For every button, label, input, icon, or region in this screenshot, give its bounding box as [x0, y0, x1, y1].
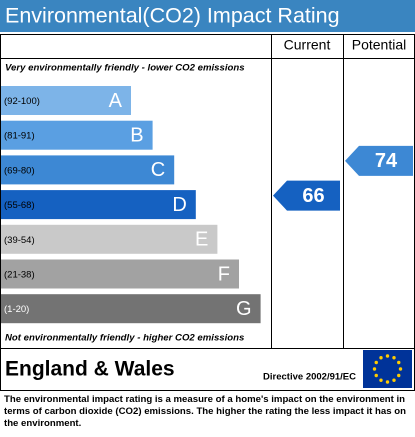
eu-star — [397, 373, 401, 378]
current-arrow — [273, 180, 340, 211]
band-letter: C — [151, 159, 165, 181]
eu-star — [379, 356, 383, 360]
potential-arrow — [345, 145, 413, 176]
band-range: (69-80) — [4, 165, 35, 176]
band-letter: B — [130, 124, 143, 146]
eu-star — [385, 380, 390, 384]
band-range: (81-91) — [4, 131, 35, 142]
band — [1, 224, 218, 254]
band — [1, 259, 239, 289]
potential-value: 74 — [375, 150, 398, 172]
band — [1, 120, 153, 150]
current-header: Current — [284, 37, 331, 53]
eu-star — [392, 356, 396, 360]
band-letter: G — [236, 298, 252, 320]
band-range: (21-38) — [4, 270, 35, 281]
eu-star — [379, 378, 383, 382]
bottom-note: Not environmentally friendly - higher CO… — [5, 333, 244, 344]
top-note: Very environmentally friendly - lower CO… — [5, 63, 245, 74]
band-letter: F — [218, 263, 230, 285]
region: England & Wales — [5, 358, 175, 381]
description: The environmental impact rating is a mea… — [4, 394, 406, 429]
eu-star — [385, 354, 390, 358]
band-range: (1-20) — [4, 304, 29, 315]
band — [1, 294, 261, 324]
band — [1, 86, 131, 115]
title: Environmental(CO2) Impact Rating — [5, 4, 340, 28]
eu-star — [374, 360, 378, 365]
eu-star — [372, 367, 377, 371]
directive: Directive 2002/91/EC — [263, 372, 356, 383]
eu-star — [392, 378, 396, 382]
potential-header: Potential — [352, 37, 406, 53]
eu-star — [398, 367, 403, 371]
band-letter: A — [109, 90, 123, 112]
band-range: (39-54) — [4, 235, 35, 246]
eu-star — [397, 360, 401, 365]
title-bar — [0, 0, 415, 32]
band-letter: D — [172, 194, 186, 216]
band — [1, 190, 196, 220]
rating-graph: Environmental(CO2) Impact Rating Current… — [0, 0, 415, 391]
current-value: 66 — [302, 185, 324, 207]
eu-star — [374, 373, 378, 378]
band-range: (92-100) — [4, 96, 40, 107]
band-range: (55-68) — [4, 200, 35, 211]
band — [1, 155, 175, 185]
band-letter: E — [195, 229, 208, 251]
